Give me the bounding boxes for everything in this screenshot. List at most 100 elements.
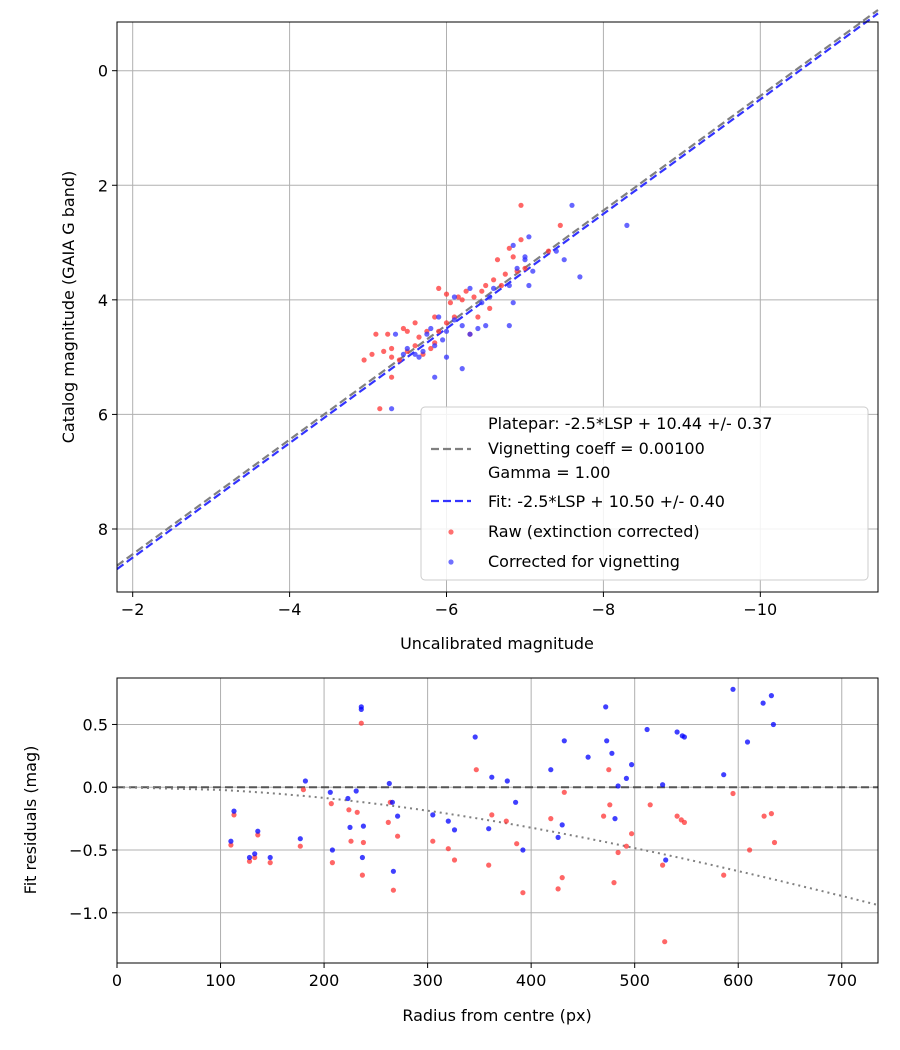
bot-point-corrected (629, 762, 635, 768)
bottom-reference-lines (116, 786, 879, 906)
top-point-corrected (506, 282, 512, 289)
top-point-corrected (510, 242, 516, 248)
bot-point-corrected (353, 788, 359, 794)
bot-point-raw (358, 720, 364, 726)
bot-point-raw (255, 832, 261, 838)
top-point-raw (436, 285, 442, 291)
top-point-raw (428, 345, 434, 352)
bot-point-raw (559, 875, 565, 881)
top-point-corrected (483, 323, 489, 329)
top-point-raw (389, 345, 395, 352)
legend-platepar-label: Platepar: -2.5*LSP + 10.44 +/- 0.37 (488, 414, 772, 433)
bot-x-tick-label: 700 (826, 971, 857, 990)
top-point-corrected (404, 345, 410, 352)
bot-point-raw (489, 812, 495, 818)
bottom-y-axis-title: Fit residuals (mag) (21, 746, 40, 895)
bottom-scatter-points (228, 686, 778, 945)
bot-point-raw (346, 807, 352, 813)
bot-x-tick-label: 600 (723, 971, 754, 990)
bot-point-raw (395, 833, 401, 839)
bot-y-tick-label: −0.5 (69, 841, 108, 860)
top-y-tick-label: 8 (98, 520, 108, 539)
bottom-x-axis-title: Radius from centre (px) (402, 1006, 591, 1025)
bot-point-raw (231, 812, 237, 818)
top-point-raw (498, 282, 504, 289)
bot-point-corrected (327, 789, 333, 795)
bot-x-tick-label: 200 (309, 971, 340, 990)
top-point-raw (432, 314, 438, 320)
top-x-tick-label: −10 (743, 600, 777, 619)
top-platepar-line (116, 9, 879, 567)
top-point-corrected (424, 331, 430, 337)
bot-point-raw (359, 872, 365, 878)
bot-point-raw (768, 811, 775, 817)
top-point-raw (522, 265, 528, 271)
bot-point-corrected (252, 851, 258, 857)
bot-point-raw (629, 831, 635, 837)
bot-point-raw (520, 890, 526, 896)
top-y-tick-label: 4 (98, 291, 108, 310)
bot-point-corrected (389, 799, 395, 805)
top-y-tick-label: 2 (98, 176, 108, 195)
top-x-tick-label: −4 (278, 600, 302, 619)
top-point-corrected (577, 274, 583, 280)
top-point-raw (443, 320, 450, 326)
top-point-corrected (451, 317, 457, 323)
top-point-raw (459, 297, 465, 303)
legend-box (420, 406, 869, 581)
top-point-corrected (459, 323, 465, 329)
top-axis-ticks: −2 −4 −6 −8 −10 0 2 4 6 8 (98, 62, 777, 619)
bot-point-raw (514, 841, 520, 847)
bot-point-corrected (681, 734, 688, 740)
top-y-tick-label: 0 (98, 62, 108, 81)
top-point-corrected (467, 285, 473, 291)
bottom-plot-frame (116, 677, 879, 964)
top-x-axis-title: Uncalibrated magnitude (400, 634, 594, 653)
top-point-raw (412, 320, 418, 326)
bot-point-corrected (504, 778, 510, 784)
top-point-raw (455, 294, 461, 300)
top-plot-frame (116, 21, 879, 593)
top-y-axis-title: Catalog magnitude (GAIA G band) (59, 171, 78, 443)
bottom-axis-ticks: 0 100 200 300 400 500 600 700 0.5 0.0 −0.5 −1.0 (69, 715, 857, 990)
top-point-raw (510, 254, 516, 260)
bot-point-corrected (231, 808, 237, 814)
top-point-raw (471, 294, 477, 300)
bot-point-raw (601, 813, 607, 819)
top-x-tick-label: −2 (121, 600, 145, 619)
bot-point-raw (555, 886, 561, 892)
bot-point-raw (606, 767, 612, 773)
bot-point-corrected (612, 816, 618, 822)
top-point-corrected (569, 202, 575, 208)
top-point-raw (400, 325, 406, 332)
top-point-corrected (514, 265, 520, 271)
bot-point-corrected (347, 824, 353, 831)
top-point-raw (545, 248, 552, 254)
top-point-corrected (530, 268, 536, 274)
bot-point-corrected (513, 799, 519, 805)
bot-x-tick-label: 400 (516, 971, 547, 990)
top-point-corrected (459, 366, 465, 372)
bot-point-corrected (297, 836, 303, 842)
legend-raw-marker (448, 529, 454, 535)
bot-point-raw (503, 818, 509, 824)
bot-point-raw (607, 802, 613, 808)
bot-point-corrected (555, 834, 561, 841)
top-point-corrected (561, 257, 567, 263)
top-point-raw (483, 282, 489, 289)
top-y-tick-label: 6 (98, 405, 108, 424)
top-point-corrected (526, 282, 532, 289)
top-point-corrected (400, 351, 406, 357)
bot-point-raw (611, 880, 617, 886)
top-point-raw (396, 357, 402, 363)
top-x-tick-label: −6 (435, 600, 459, 619)
top-point-raw (412, 343, 418, 349)
bot-point-corrected (604, 738, 610, 744)
bot-point-corrected (445, 818, 451, 824)
top-fit-line (116, 12, 879, 570)
top-point-raw (369, 351, 375, 357)
bot-point-corrected (358, 706, 364, 713)
top-point-raw (506, 245, 512, 251)
bot-point-corrected (489, 774, 495, 780)
